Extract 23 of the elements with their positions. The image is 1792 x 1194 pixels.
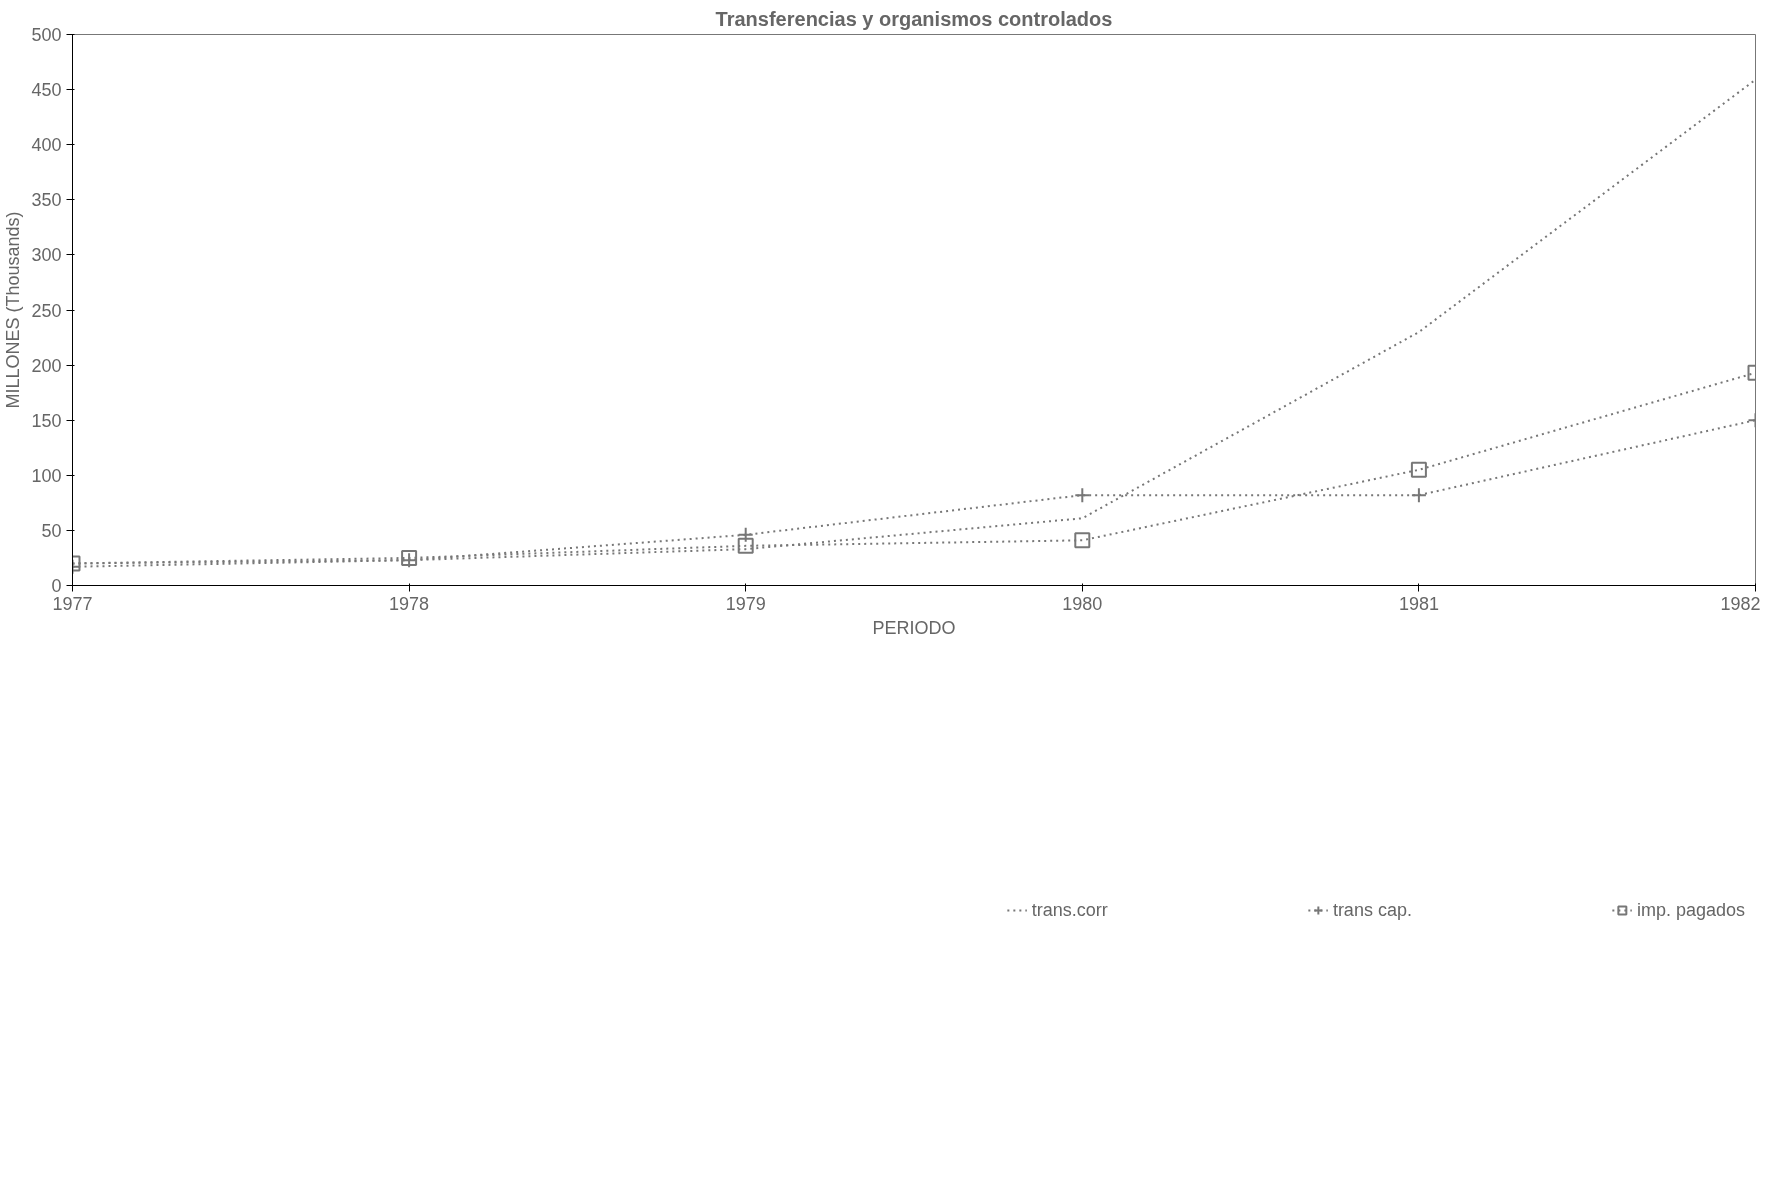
x-tick-label: 1981: [1398, 593, 1439, 614]
chart-title: Transferencias y organismos controlados: [715, 7, 1113, 30]
legend-label: trans cap.: [1332, 899, 1412, 921]
y-axis-title: MILLONES (Thousands): [3, 211, 24, 409]
y-tick-label: 300: [31, 245, 62, 266]
y-tick-label: 0: [51, 576, 62, 596]
y-tick-label: 200: [31, 355, 62, 376]
y-tick-label: 250: [31, 300, 62, 321]
legend-label: imp. pagados: [1636, 899, 1745, 921]
y-tick-label: 350: [31, 190, 62, 211]
x-tick-label: 1978: [389, 593, 430, 614]
y-tick-label: 150: [31, 410, 62, 431]
y-tick-label: 100: [31, 465, 62, 486]
x-tick-label: 1982: [1720, 593, 1761, 614]
y-tick-label: 50: [41, 520, 62, 541]
y-tick-label: 450: [31, 80, 62, 101]
x-tick-label: 1979: [725, 593, 766, 614]
legend-label: trans.corr: [1031, 899, 1108, 921]
y-tick-label: 400: [31, 135, 62, 156]
y-tick-label: 500: [31, 25, 62, 45]
x-tick-label: 1977: [52, 593, 93, 614]
x-axis-title: PERIODO: [872, 617, 956, 638]
x-tick-label: 1980: [1062, 593, 1103, 614]
